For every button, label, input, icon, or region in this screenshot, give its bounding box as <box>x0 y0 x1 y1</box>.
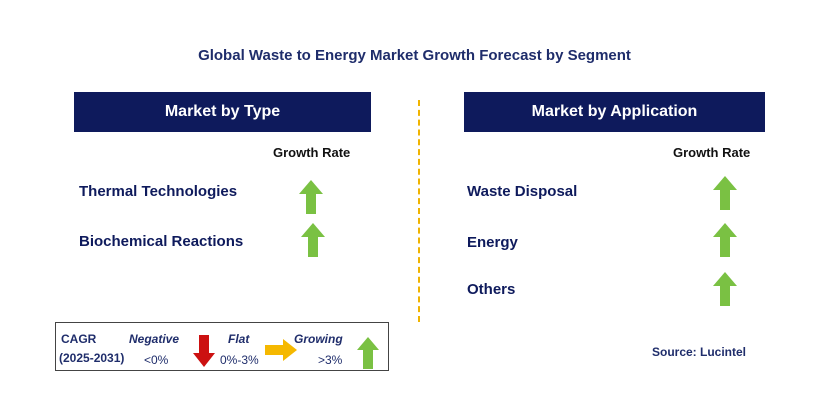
source-label: Source: Lucintel <box>652 345 747 359</box>
legend-flat-range: 0%-3% <box>220 353 259 367</box>
cagr-legend: CAGR (2025-2031) Negative <0% Flat 0%-3%… <box>55 322 389 371</box>
arrow-up-icon <box>357 337 379 369</box>
market-by-type-header: Market by Type <box>74 92 371 132</box>
application-row-waste-disposal-label: Waste Disposal <box>467 183 578 200</box>
legend-flat-label: Flat <box>228 332 250 346</box>
arrow-up-icon <box>299 180 323 214</box>
page-title: Global Waste to Energy Market Growth For… <box>198 47 631 64</box>
arrow-right-icon <box>265 339 297 361</box>
type-row-thermal-label: Thermal Technologies <box>79 183 238 200</box>
arrow-down-icon <box>193 335 215 367</box>
arrow-up-icon <box>301 223 325 257</box>
panel-divider <box>418 100 420 322</box>
legend-growing-range: >3% <box>318 353 343 367</box>
right-growth-rate-label: Growth Rate <box>673 145 751 160</box>
legend-cagr-label: CAGR <box>61 332 97 346</box>
legend-growing-label: Growing <box>294 332 343 346</box>
market-by-application-header: Market by Application <box>464 92 765 132</box>
application-row-others-label: Others <box>467 281 516 298</box>
arrow-up-icon <box>713 176 737 210</box>
arrow-up-icon <box>713 223 737 257</box>
left-growth-rate-label: Growth Rate <box>273 145 351 160</box>
legend-negative-range: <0% <box>144 353 169 367</box>
legend-period: (2025-2031) <box>59 351 125 365</box>
application-row-energy-label: Energy <box>467 234 518 251</box>
legend-negative-label: Negative <box>129 332 180 346</box>
type-row-biochemical-label: Biochemical Reactions <box>79 233 244 250</box>
arrow-up-icon <box>713 272 737 306</box>
